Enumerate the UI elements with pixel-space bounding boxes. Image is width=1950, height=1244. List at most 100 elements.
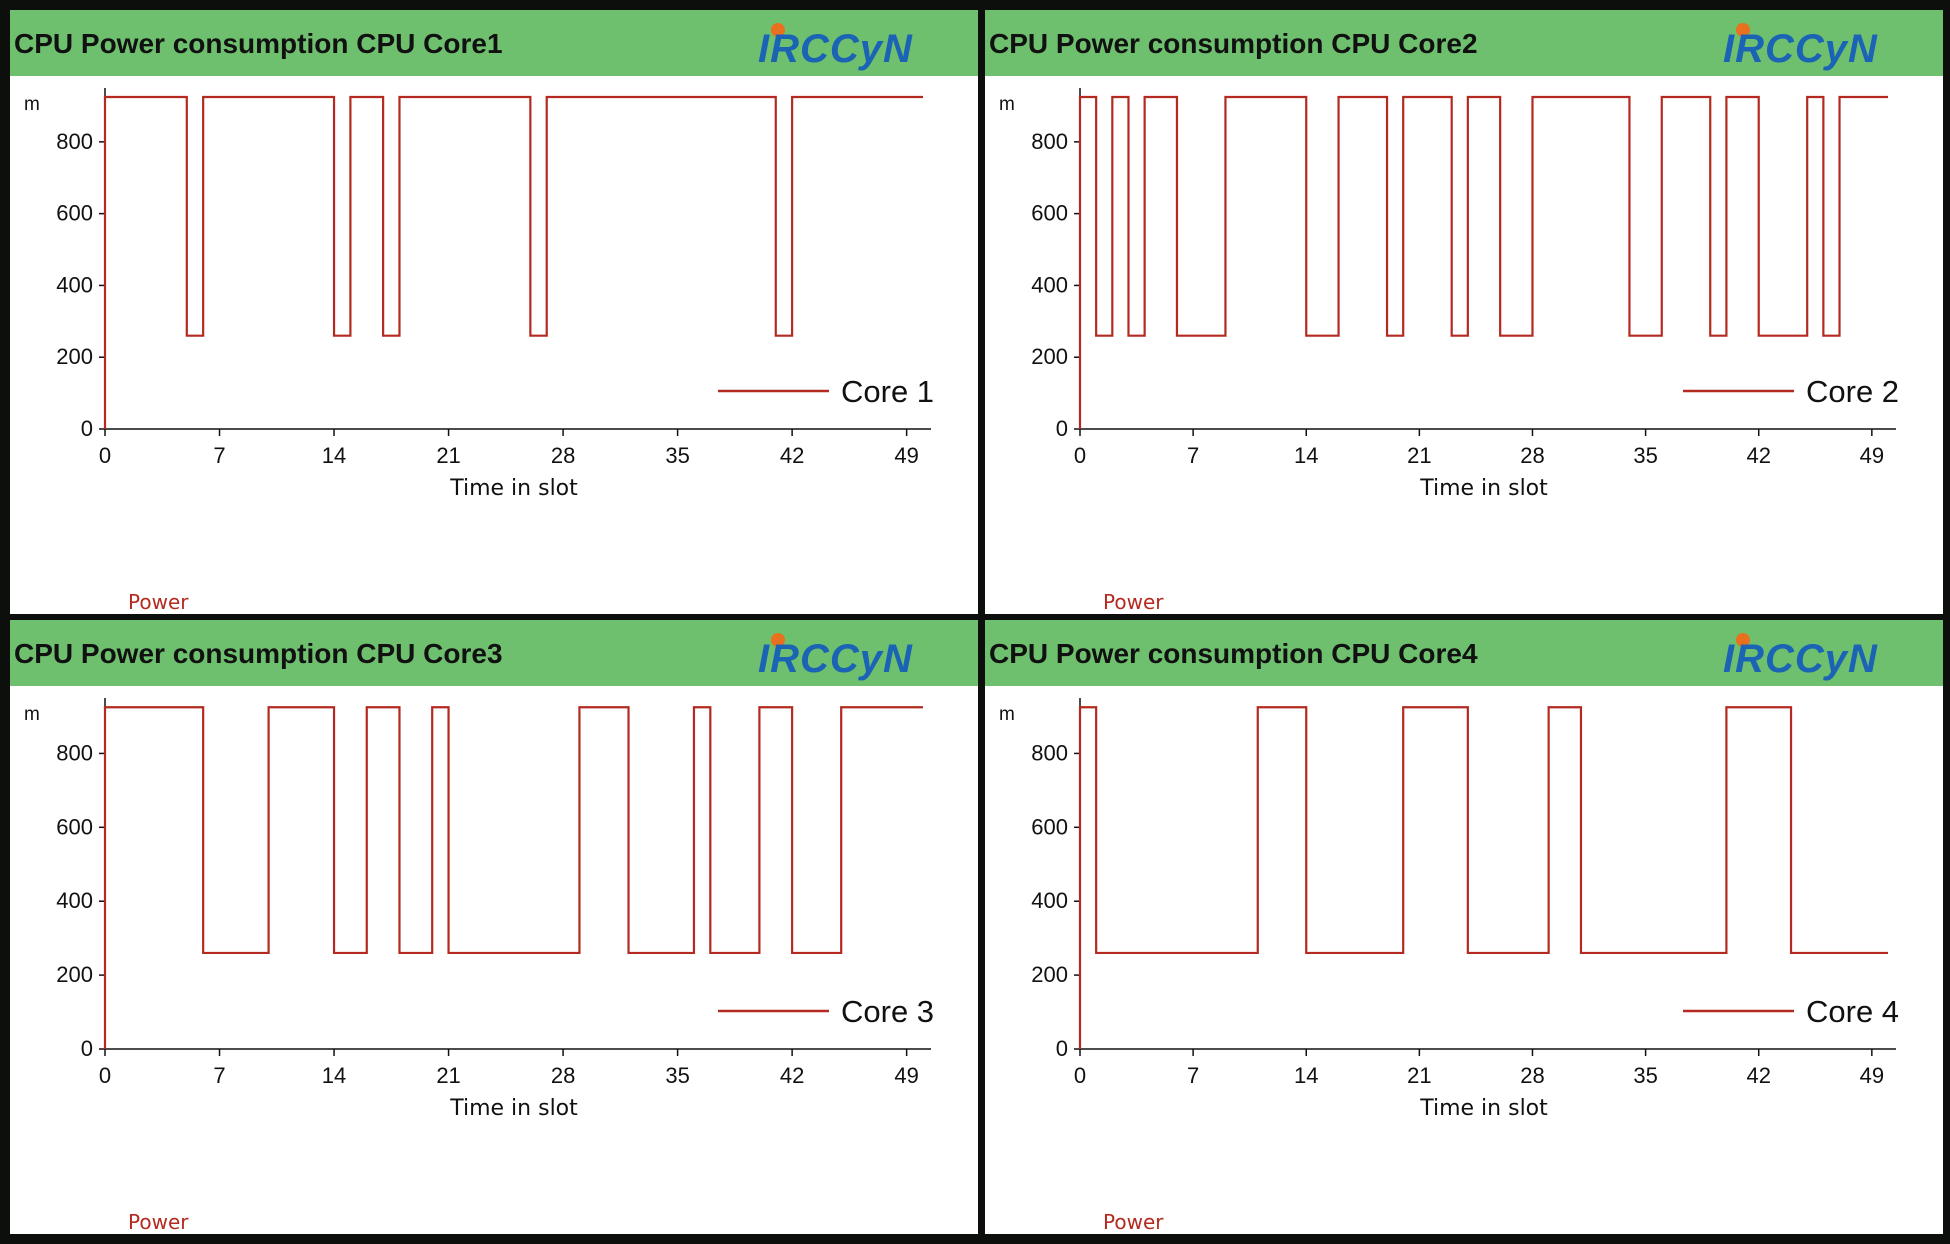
y-unit-label: m [999,94,1015,115]
panel-title: CPU Power consumption CPU Core2 [989,28,1478,59]
x-tick-label: 49 [894,1063,918,1088]
x-tick-label: 0 [1074,1063,1086,1088]
x-tick-label: 35 [665,1063,689,1088]
panel-header: CPU Power consumption CPU Core1 IRCCyN [10,10,978,76]
core-3-panel: CPU Power consumption CPU Core3 IRCCyN m… [10,620,978,1234]
y-tick-label: 400 [56,888,93,913]
x-tick-label: 0 [99,1063,111,1088]
logo-dot [771,23,785,37]
x-tick-label: 7 [213,1063,225,1088]
power-label: Power [1103,1210,1164,1234]
panel-header: CPU Power consumption CPU Core2 IRCCyN [985,10,1943,76]
logo-text: IRCCyN [1723,27,1878,71]
core-1-chart: m 0 200 400 600 800 0 7 14 21 28 35 42 49 Time in slot… [24,88,934,501]
panel-header: CPU Power consumption CPU Core4 IRCCyN [985,620,1943,686]
y-tick-label: 400 [56,272,93,297]
x-tick-label: 14 [322,443,346,468]
x-tick-label: 14 [322,1063,346,1088]
core-4-panel: CPU Power consumption CPU Core4 IRCCyN m… [985,620,1943,1234]
x-tick-label: 28 [551,443,575,468]
panel-header: CPU Power consumption CPU Core3 IRCCyN [10,620,978,686]
y-tick-label: 200 [1031,344,1068,369]
x-tick-label: 7 [1187,443,1199,468]
y-tick-label: 800 [1031,129,1068,154]
ircyn-logo: IRCCyN [1723,23,1878,71]
y-tick-label: 600 [56,814,93,839]
x-tick-label: 0 [99,443,111,468]
power-label: Power [1103,590,1164,614]
y-tick-label: 200 [56,344,93,369]
x-tick-label: 0 [1074,443,1086,468]
y-tick-label: 800 [56,740,93,765]
x-tick-label: 21 [436,443,460,468]
y-tick-label: 600 [1031,201,1068,226]
x-tick-label: 42 [780,443,804,468]
ircyn-logo: IRCCyN [1723,633,1878,681]
core-2-chart: m 0 200 400 600 800 0 7 14 21 28 35 42 49 Time in slot… [999,88,1899,501]
y-tick-label: 200 [1031,962,1068,987]
x-axis-title: Time in slot [1419,476,1548,501]
panel-title: CPU Power consumption CPU Core4 [989,638,1478,669]
y-tick-label: 600 [56,201,93,226]
logo-dot [1736,633,1750,647]
y-unit-label: m [999,704,1015,725]
y-unit-label: m [24,704,40,725]
x-tick-label: 49 [1860,443,1884,468]
x-tick-label: 35 [665,443,689,468]
x-tick-label: 49 [1860,1063,1884,1088]
x-tick-label: 42 [780,1063,804,1088]
x-tick-label: 7 [213,443,225,468]
ircyn-logo: IRCCyN [758,633,913,681]
x-tick-label: 42 [1746,1063,1770,1088]
x-tick-label: 28 [551,1063,575,1088]
y-tick-label: 800 [56,129,93,154]
core-1-panel: CPU Power consumption CPU Core1 IRCCyN m… [10,10,978,614]
series-line [1078,95,1888,429]
power-label: Power [128,590,189,614]
logo-dot [771,633,785,647]
power-label: Power [128,1210,189,1234]
legend-label: Core 3 [841,994,934,1029]
y-tick-label: 200 [56,962,93,987]
legend-label: Core 2 [1806,374,1899,409]
ircyn-logo: IRCCyN [758,23,913,71]
logo-text: IRCCyN [1723,637,1878,681]
x-tick-label: 35 [1633,1063,1657,1088]
logo-text: IRCCyN [758,27,913,71]
panel-title: CPU Power consumption CPU Core3 [14,638,503,669]
y-tick-label: 400 [1031,888,1068,913]
series-line [103,95,923,429]
x-tick-label: 28 [1520,443,1544,468]
core-2-panel: CPU Power consumption CPU Core2 IRCCyN m… [985,10,1943,614]
y-tick-label: 0 [1056,1036,1068,1061]
x-axis-title: Time in slot [449,476,578,501]
legend-label: Core 1 [841,374,934,409]
y-tick-label: 400 [1031,272,1068,297]
y-tick-label: 0 [81,416,93,441]
x-tick-label: 7 [1187,1063,1199,1088]
x-axis-title: Time in slot [1419,1096,1548,1121]
x-tick-label: 21 [1407,1063,1431,1088]
y-tick-label: 800 [1031,740,1068,765]
x-tick-label: 14 [1294,1063,1318,1088]
x-tick-label: 42 [1746,443,1770,468]
x-tick-label: 49 [894,443,918,468]
x-tick-label: 14 [1294,443,1318,468]
legend-label: Core 4 [1806,994,1899,1029]
logo-text: IRCCyN [758,637,913,681]
series-line [103,706,923,1049]
panel-title: CPU Power consumption CPU Core1 [14,28,503,59]
x-tick-label: 21 [436,1063,460,1088]
y-tick-label: 0 [1056,416,1068,441]
x-axis-title: Time in slot [449,1096,578,1121]
x-tick-label: 21 [1407,443,1431,468]
y-unit-label: m [24,94,40,115]
core-4-chart: m 0 200 400 600 800 0 7 14 21 28 35 42 49 Time in slot… [999,698,1899,1121]
y-tick-label: 0 [81,1036,93,1061]
x-tick-label: 28 [1520,1063,1544,1088]
core-3-chart: m 0 200 400 600 800 0 7 14 21 28 35 42 49 Time in slot… [24,698,934,1121]
x-tick-label: 35 [1633,443,1657,468]
series-line [1078,706,1888,1049]
logo-dot [1736,23,1750,37]
